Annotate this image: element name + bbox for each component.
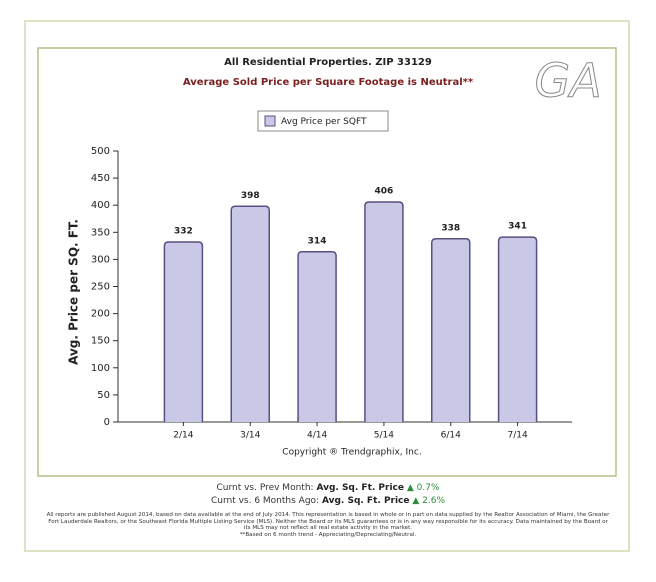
legend-label: Avg Price per SQFT [281,117,367,127]
y-tick-label: 250 [91,282,110,293]
disclaimer-text: All reports are published August 2014, b… [46,512,610,532]
y-tick-label: 100 [91,363,110,374]
x-axis-label: Copyright ® Trendgraphix, Inc. [282,448,421,458]
data-label: 398 [241,191,260,201]
y-tick-label: 300 [91,254,110,265]
up-arrow: ▲ [412,496,420,506]
data-label: 341 [508,222,527,232]
y-tick-label: 350 [91,227,110,238]
x-tick-label: 6/14 [441,431,461,441]
chart-subtitle: Average Sold Price per Square Footage is… [183,77,474,88]
comparison-metric: Avg. Sq. Ft. Price [316,483,404,493]
x-tick-label: 3/14 [240,431,260,441]
x-tick-label: 2/14 [173,431,193,441]
y-tick-label: 400 [91,200,110,211]
footnote: **Based on 6 month trend - Appreciating/… [239,531,417,538]
y-tick-label: 0 [104,417,110,428]
legend-box [257,110,389,132]
bar [431,238,471,422]
data-label: 406 [375,186,394,196]
up-arrow: ▲ [406,483,414,493]
x-tick-label: 5/14 [374,431,394,441]
x-tick-label: 7/14 [507,431,527,441]
comparison-label: Curnt vs. 6 Months Ago: [210,496,320,506]
y-tick-label: 450 [91,173,110,184]
data-label: 314 [308,236,327,246]
y-tick-label: 150 [91,336,110,347]
y-tick-label: 200 [91,309,110,320]
y-tick-label: 50 [97,390,110,401]
outer-frame [24,20,630,552]
logo: GA [534,54,601,108]
chart-title: All Residential Properties. ZIP 33129 [224,57,432,68]
disclaimer: All reports are published August 2014, b… [46,512,610,538]
comparison: Curnt vs. 6 Months Ago: Avg. Sq. Ft. Pri… [0,496,656,506]
x-tick-label: 4/14 [307,431,327,441]
bar [364,201,404,422]
comparison-change: 2.6% [422,496,446,506]
bar [497,236,538,422]
comparison-change: 0.7% [416,483,440,493]
bar [230,205,270,422]
data-label: 332 [174,227,193,237]
y-tick-label: 500 [91,146,110,157]
bar [163,241,204,422]
comparison-label: Curnt vs. Prev Month: [216,483,314,493]
comparison: Curnt vs. Prev Month: Avg. Sq. Ft. Price… [0,483,656,493]
bar [297,251,337,422]
y-axis-label: Avg. Price per SQ. FT. [67,219,81,365]
data-label: 338 [441,223,460,233]
comparison-metric: Avg. Sq. Ft. Price [321,496,410,506]
legend-swatch [264,115,276,127]
